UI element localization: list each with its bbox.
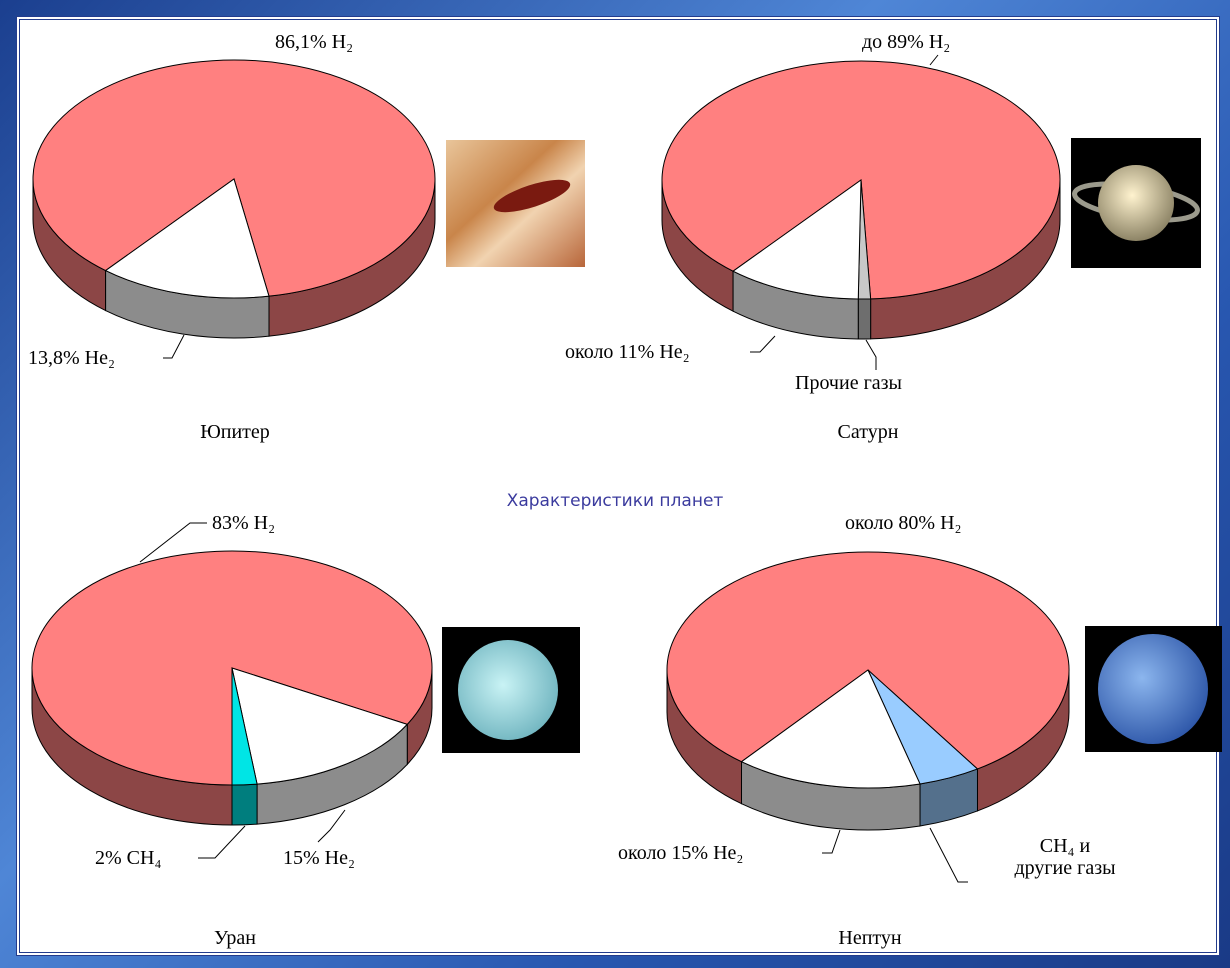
leader-line <box>929 827 968 883</box>
planet-name: Юпитер <box>200 421 270 443</box>
slice-label: 86,1% H₂ <box>275 31 354 53</box>
pie-slice <box>666 551 1070 770</box>
leader-line <box>163 334 185 359</box>
pie-side <box>231 783 258 826</box>
slice-label: около 11% He₂ <box>565 341 690 363</box>
pie-slice <box>732 179 862 300</box>
slide-title: Характеристики планет <box>506 491 724 511</box>
pie-slice <box>32 59 436 297</box>
slice-label: 13,8% He₂ <box>28 347 115 369</box>
leader-line <box>822 829 841 854</box>
leader-line <box>929 54 939 66</box>
pie-slice <box>231 667 258 786</box>
slice-label: около 15% He₂ <box>618 842 744 864</box>
slice-label: 15% He₂ <box>283 847 355 869</box>
leader-line <box>139 522 207 563</box>
leader-line <box>865 339 877 370</box>
planet-name: Уран <box>214 927 256 949</box>
slice-label: 2% CH₄ <box>95 847 162 869</box>
planet-name: Сатурн <box>837 421 899 443</box>
jupiter-photo <box>446 140 585 267</box>
neptune-photo <box>1085 626 1222 752</box>
leader-line <box>750 335 776 353</box>
leader-line <box>317 809 346 843</box>
slice-label: до 89% H₂ <box>862 31 951 53</box>
pie-side <box>857 298 872 340</box>
uranus-photo <box>442 627 580 753</box>
slice-label: Прочие газы <box>795 372 902 394</box>
pie-slice <box>740 669 921 789</box>
saturn-photo <box>1071 138 1201 268</box>
pie-slice <box>231 667 409 785</box>
slice-label: CH₄ и другие газы <box>1014 835 1116 879</box>
leader-line <box>198 825 246 859</box>
planet-name: Нептун <box>838 927 902 949</box>
slice-label: 83% H₂ <box>212 512 276 534</box>
slice-label: около 80% H₂ <box>845 512 962 534</box>
pie-slice <box>104 178 270 299</box>
